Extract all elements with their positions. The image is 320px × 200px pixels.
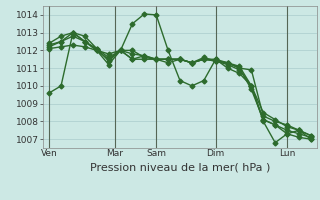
X-axis label: Pression niveau de la mer( hPa ): Pression niveau de la mer( hPa ) [90, 163, 270, 173]
